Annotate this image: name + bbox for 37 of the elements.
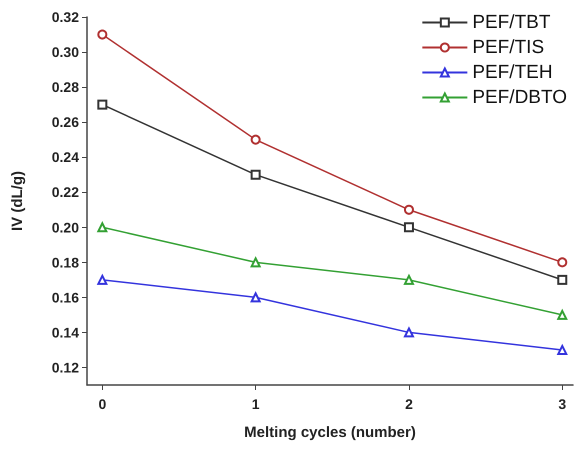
y-tick-label: 0.30 xyxy=(52,44,80,60)
point xyxy=(404,327,414,338)
point xyxy=(557,344,568,355)
y-tick-label: 0.26 xyxy=(52,114,80,130)
y-tick-label: 0.24 xyxy=(52,149,80,166)
legend-label: PEF/TEH xyxy=(472,62,553,83)
x-tick-label: 0 xyxy=(98,396,106,412)
y-tick-label: 0.14 xyxy=(52,324,80,340)
point xyxy=(557,274,568,285)
point xyxy=(250,170,261,180)
point xyxy=(557,310,568,320)
y-axis-title: IV (dL/g) xyxy=(9,171,26,231)
point xyxy=(97,100,108,110)
y-tick-label: 0.18 xyxy=(52,254,80,270)
point xyxy=(404,274,414,285)
point xyxy=(404,204,414,215)
point xyxy=(250,134,261,145)
y-tick-label: 0.28 xyxy=(52,79,80,96)
y-tick-label: 0.16 xyxy=(52,289,80,306)
x-tick-label: 1 xyxy=(252,396,260,412)
point xyxy=(250,292,261,302)
x-tick-label: 2 xyxy=(405,396,414,412)
point xyxy=(97,274,108,285)
legend-label: PEF/TBT xyxy=(472,12,551,33)
y-tick-label: 0.32 xyxy=(52,9,80,25)
y-tick-label: 0.12 xyxy=(52,359,80,376)
point xyxy=(250,257,261,268)
y-tick-label: 0.22 xyxy=(52,184,80,200)
x-tick-label: 3 xyxy=(558,396,566,412)
point xyxy=(404,222,414,232)
point xyxy=(97,222,108,232)
point xyxy=(97,30,108,40)
x-axis-title: Melting cycles (number) xyxy=(244,424,416,441)
legend-label: PEF/TIS xyxy=(472,37,544,58)
y-tick-label: 0.20 xyxy=(52,219,80,236)
legend-label: PEF/DBTO xyxy=(472,87,568,108)
point xyxy=(557,257,568,268)
